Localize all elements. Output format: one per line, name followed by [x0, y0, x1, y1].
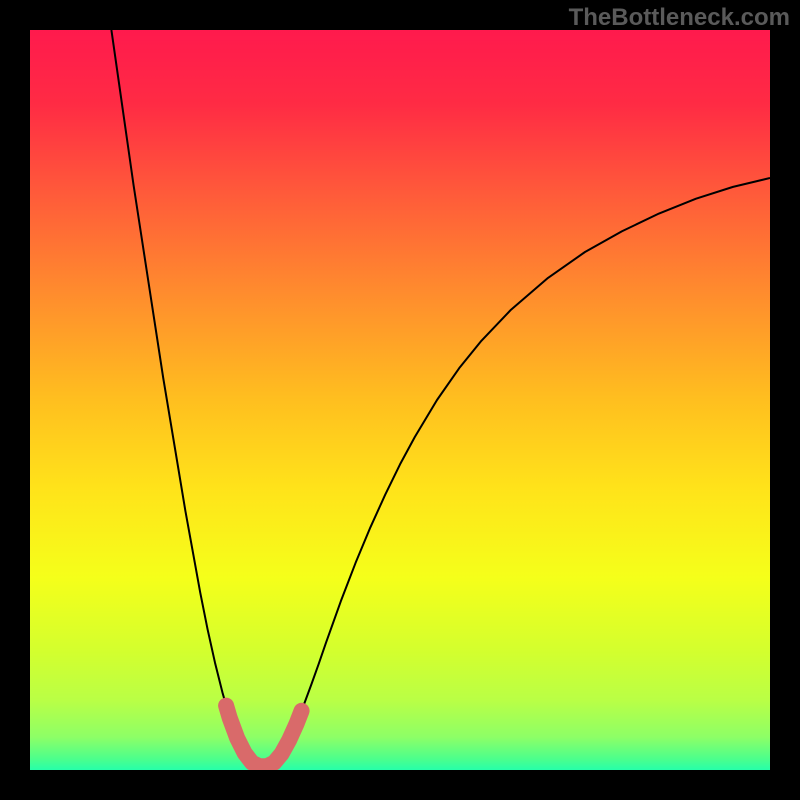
chart-background	[30, 30, 770, 770]
chart-plot	[30, 30, 770, 770]
chart-svg	[30, 30, 770, 770]
watermark-text: TheBottleneck.com	[569, 4, 790, 32]
